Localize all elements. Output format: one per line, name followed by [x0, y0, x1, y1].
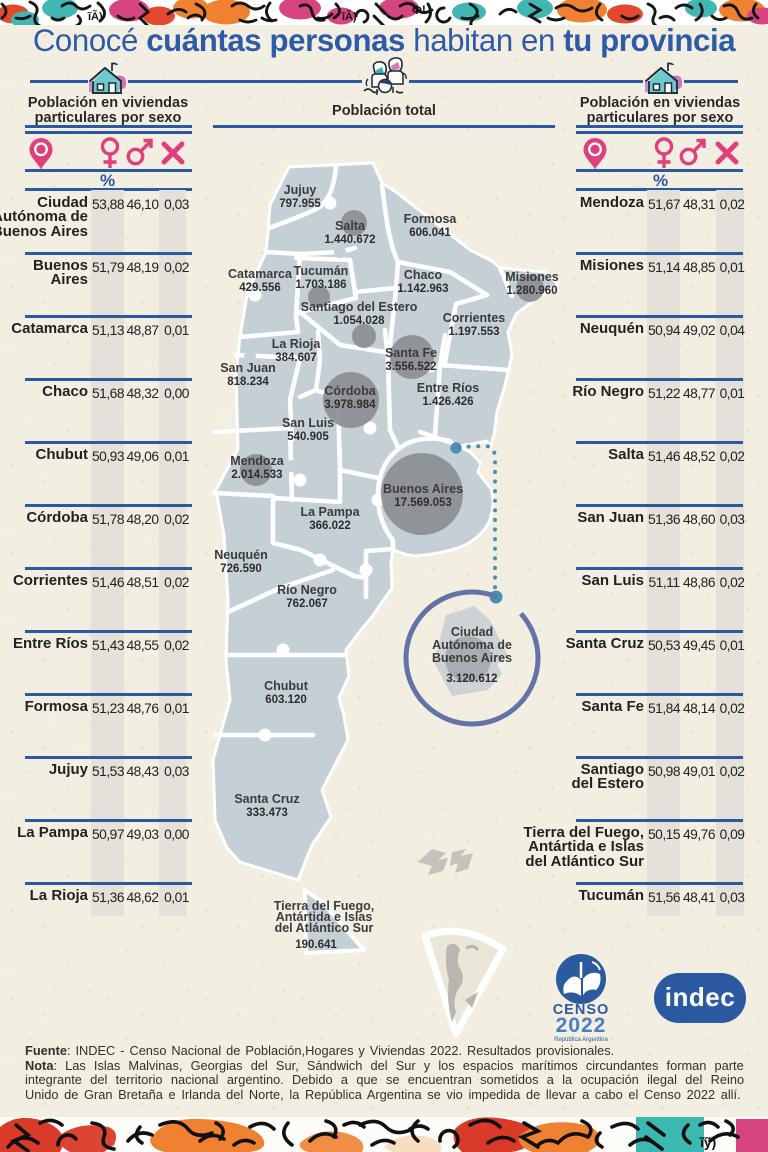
svg-text:Tierra del Fuego,: Tierra del Fuego, — [274, 899, 375, 913]
svg-text:540.905: 540.905 — [287, 431, 329, 443]
svg-text:Mendoza: Mendoza — [230, 454, 285, 468]
svg-text:Buenos Aires: Buenos Aires — [383, 482, 463, 496]
svg-text:603.120: 603.120 — [265, 694, 307, 706]
svg-text:Chubut: Chubut — [264, 679, 309, 693]
svg-text:CENSO: CENSO — [553, 1002, 610, 1018]
svg-text:San Juan: San Juan — [220, 361, 276, 375]
svg-text:San Luis: San Luis — [282, 416, 334, 430]
svg-text:1.703.186: 1.703.186 — [295, 279, 346, 291]
svg-text:Buenos Aires: Buenos Aires — [432, 651, 512, 665]
svg-text:Tucumán: Tucumán — [294, 264, 349, 278]
svg-text:1.054.028: 1.054.028 — [333, 315, 385, 327]
svg-text:Formosa: Formosa — [404, 212, 458, 226]
svg-text:Catamarca: Catamarca — [228, 267, 293, 281]
svg-text:366.022: 366.022 — [309, 520, 351, 532]
svg-text:ĩỹ): ĩỹ) — [699, 1134, 716, 1150]
svg-text:3.556.522: 3.556.522 — [385, 361, 436, 373]
svg-text:Entre Ríos: Entre Ríos — [417, 381, 480, 395]
svg-text:Santa Fe: Santa Fe — [385, 346, 437, 360]
svg-text:Autónoma de: Autónoma de — [432, 638, 512, 652]
svg-text:ĩÃ): ĩÃ) — [341, 10, 357, 23]
svg-text:818.234: 818.234 — [227, 376, 269, 388]
svg-text:Misiones: Misiones — [505, 270, 559, 284]
svg-text:762.067: 762.067 — [286, 598, 328, 610]
svg-text:del Atlántico Sur: del Atlántico Sur — [275, 921, 374, 935]
svg-text:429.556: 429.556 — [239, 282, 281, 294]
svg-text:190.641: 190.641 — [295, 939, 337, 951]
svg-text:726.590: 726.590 — [220, 563, 262, 575]
svg-text:ĩÃ): ĩÃ) — [87, 10, 103, 23]
svg-text:Santiago del Estero: Santiago del Estero — [301, 300, 418, 314]
svg-text:Corrientes: Corrientes — [443, 311, 506, 325]
svg-text:797.955: 797.955 — [279, 198, 321, 210]
svg-text:333.473: 333.473 — [246, 807, 288, 819]
svg-text:1.426.426: 1.426.426 — [422, 396, 473, 408]
svg-text:606.041: 606.041 — [409, 227, 451, 239]
svg-text:Salta: Salta — [335, 219, 366, 233]
svg-text:1.197.553: 1.197.553 — [448, 326, 499, 338]
svg-text:Neuquén: Neuquén — [214, 548, 267, 562]
svg-text:Río Negro: Río Negro — [277, 583, 337, 597]
svg-text:2022: 2022 — [556, 1014, 607, 1037]
svg-text:Ciudad: Ciudad — [451, 625, 493, 639]
svg-text:La Rioja: La Rioja — [272, 337, 322, 351]
svg-text:La Pampa: La Pampa — [300, 505, 360, 519]
svg-text:384.607: 384.607 — [275, 352, 317, 364]
svg-text:2.014.533: 2.014.533 — [231, 469, 282, 481]
svg-text:Φ!: Φ! — [412, 3, 426, 17]
svg-text:Chaco: Chaco — [404, 268, 443, 282]
svg-text:República Argentina: República Argentina — [554, 1037, 608, 1043]
svg-text:1.280.960: 1.280.960 — [506, 285, 557, 297]
svg-text:3.120.612: 3.120.612 — [446, 673, 497, 685]
svg-text:Antártida e Islas: Antártida e Islas — [276, 910, 373, 924]
svg-text:Córdoba: Córdoba — [324, 384, 376, 398]
svg-text:Santa Cruz: Santa Cruz — [234, 792, 299, 806]
svg-text:1.142.963: 1.142.963 — [397, 283, 448, 295]
svg-text:3.978.984: 3.978.984 — [324, 399, 376, 411]
svg-text:Jujuy: Jujuy — [284, 183, 317, 197]
svg-text:17.569.053: 17.569.053 — [394, 497, 452, 509]
svg-text:1.440.672: 1.440.672 — [324, 234, 375, 246]
